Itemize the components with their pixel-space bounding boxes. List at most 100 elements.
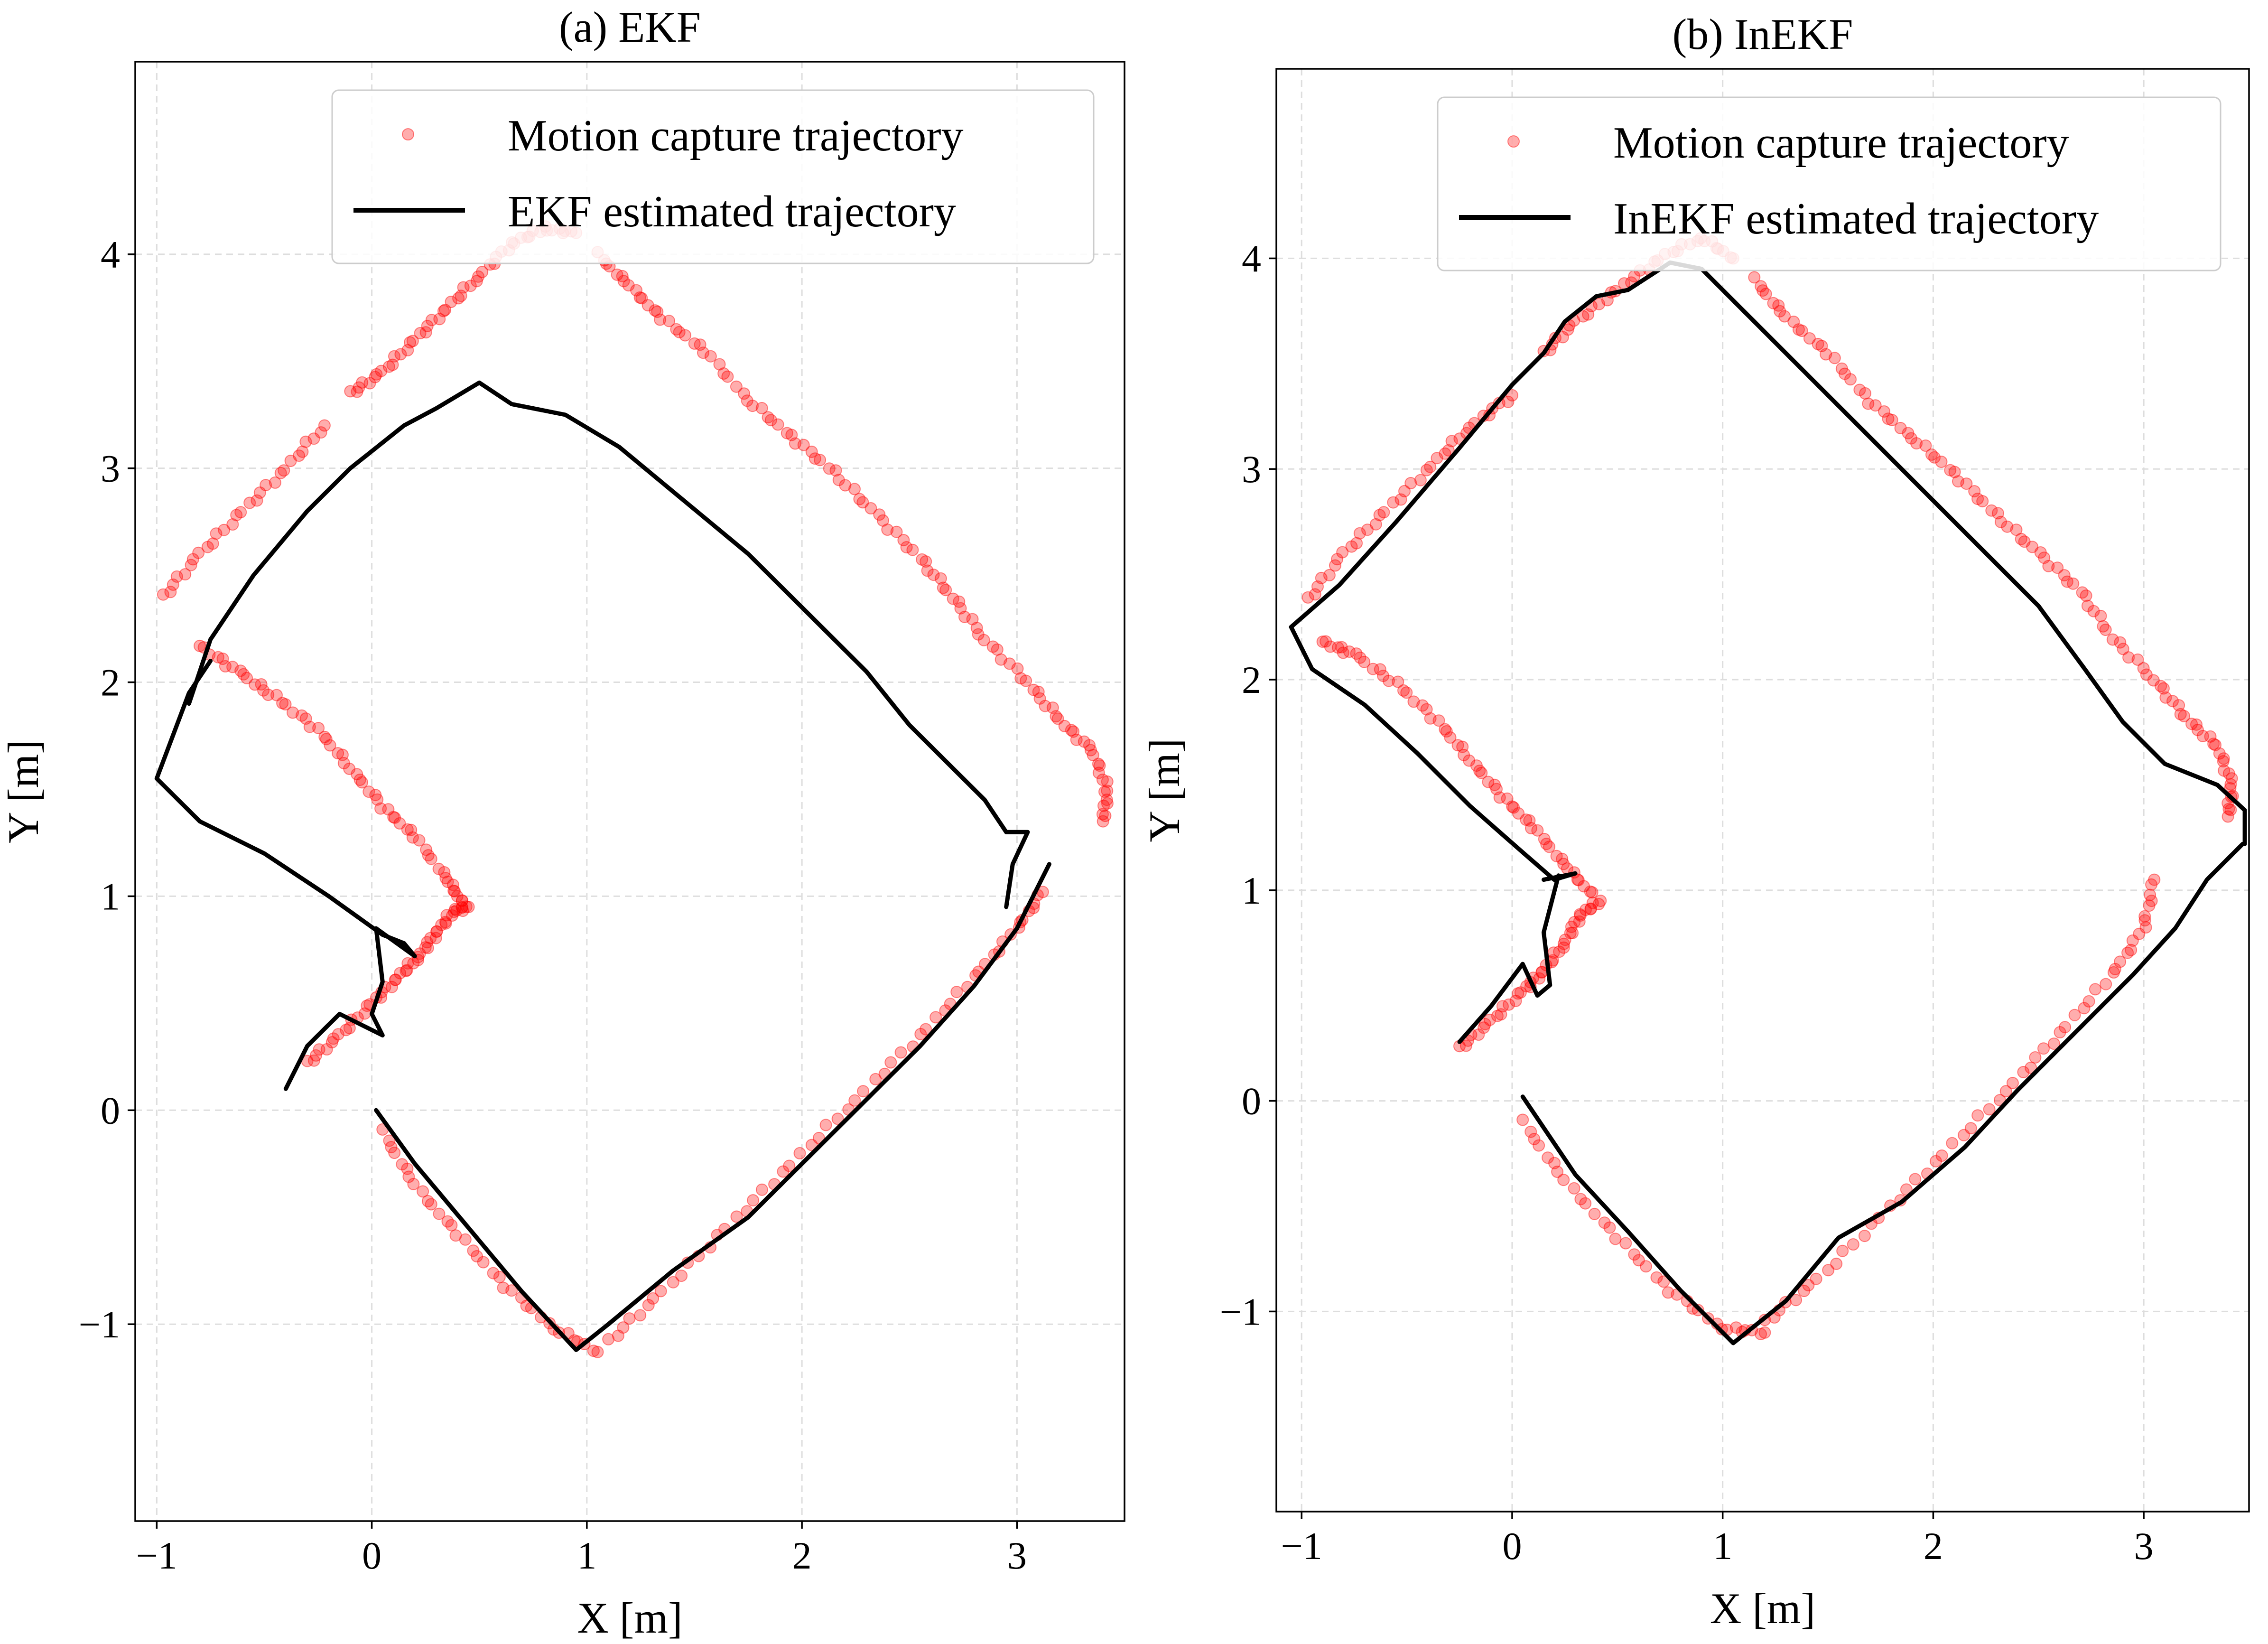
mocap-point [2225,772,2238,785]
mocap-point [243,496,256,509]
mocap-point [667,1276,679,1289]
mocap-point [2078,1002,2091,1015]
mocap-point [697,346,709,359]
mocap-point [363,785,375,798]
mocap-point [2140,668,2153,681]
mocap-point [353,774,366,786]
mocap-point [1398,485,1411,497]
mocap-point [741,394,753,407]
mocap-point [400,965,412,978]
mocap-point [425,314,438,327]
mocap-point [2217,755,2230,768]
mocap-point [755,1183,768,1196]
mocap-point [1586,897,1599,909]
mocap-point [1444,731,1457,744]
mocap-point [1584,903,1597,915]
mocap-point [1976,495,1989,508]
legend-box [1437,96,2222,271]
mocap-point [422,849,435,862]
mocap-point [1632,1254,1645,1267]
mocap-point [1475,766,1488,779]
x-tick-label: 2 [792,1534,812,1577]
mocap-point [1628,1248,1641,1261]
mocap-point [1758,1326,1771,1339]
mocap-point [1046,701,1059,714]
mocap-point [356,376,369,389]
mocap-point [1490,783,1503,795]
mocap-point [505,1284,518,1297]
mocap-point [430,925,443,938]
x-tick-label: −1 [1281,1524,1322,1568]
mocap-point [1431,452,1443,465]
mocap-point [1528,1133,1541,1145]
legend-label: InEKF estimated trajectory [1613,194,2099,243]
mocap-point [1336,546,1349,559]
mocap-point [432,862,445,875]
mocap-point [493,1270,506,1283]
mocap-point [313,1043,325,1056]
mocap-point [2099,624,2112,636]
x-tick-label: 0 [362,1534,381,1577]
mocap-point [1999,1085,2012,1098]
mocap-point [675,1270,688,1282]
mocap-point [257,684,270,697]
mocap-point [477,1256,490,1269]
mocap-point [2138,910,2151,923]
mocap-point [179,568,192,581]
mocap-point [201,541,214,553]
x-tick-label: 3 [1007,1534,1027,1577]
mocap-point [437,305,450,318]
mocap-point [387,811,400,823]
mocap-point [262,689,275,701]
mocap-point [226,661,239,673]
mocap-point [1050,710,1062,723]
mocap-point [1482,775,1495,788]
mocap-point [2204,730,2217,743]
mocap-point [1495,1008,1507,1021]
mocap-point [1491,1009,1504,1022]
mocap-point [385,1141,398,1154]
mocap-point [471,1250,483,1262]
mocap-point [388,1147,401,1159]
mocap-point [730,1210,743,1223]
mocap-point [1835,362,1848,375]
mocap-point [1593,298,1606,310]
mocap-point [654,1285,667,1298]
mocap-point [433,313,446,326]
mocap-point [1335,641,1348,654]
mocap-point [430,925,443,938]
chart-title-inekf: (b) InEKF [1673,10,1853,58]
mocap-point [1983,1103,1996,1116]
mocap-point [1083,739,1096,752]
mocap-point [884,1056,897,1069]
mocap-point [1065,724,1078,737]
mocap-point [230,509,243,522]
mocap-point [1353,527,1366,540]
mocap-point [921,564,934,577]
mocap-point [1097,815,1109,828]
mocap-point [192,546,205,559]
mocap-point [1584,885,1597,898]
mocap-point [1538,832,1551,845]
mocap-point [448,906,460,918]
mocap-point [1586,886,1599,899]
mocap-point [406,831,419,844]
mocap-point [2145,878,2158,891]
mocap-point [344,385,357,398]
mocap-point [1033,692,1046,705]
mocap-point [441,876,454,888]
mocap-point [1795,325,1808,337]
y-axis-label: Y [m] [0,739,47,843]
mocap-point [1394,493,1407,506]
mocap-point [417,1185,429,1198]
mocap-point [1439,723,1451,736]
mocap-point [1420,464,1433,476]
mocap-point [1592,898,1605,910]
mocap-point [318,419,331,432]
mocap-point [848,1094,861,1107]
mocap-point [343,762,356,775]
mocap-point [253,486,266,499]
mocap-point [299,712,312,725]
trajectory-line [186,380,1030,909]
mocap-point [1387,496,1400,509]
